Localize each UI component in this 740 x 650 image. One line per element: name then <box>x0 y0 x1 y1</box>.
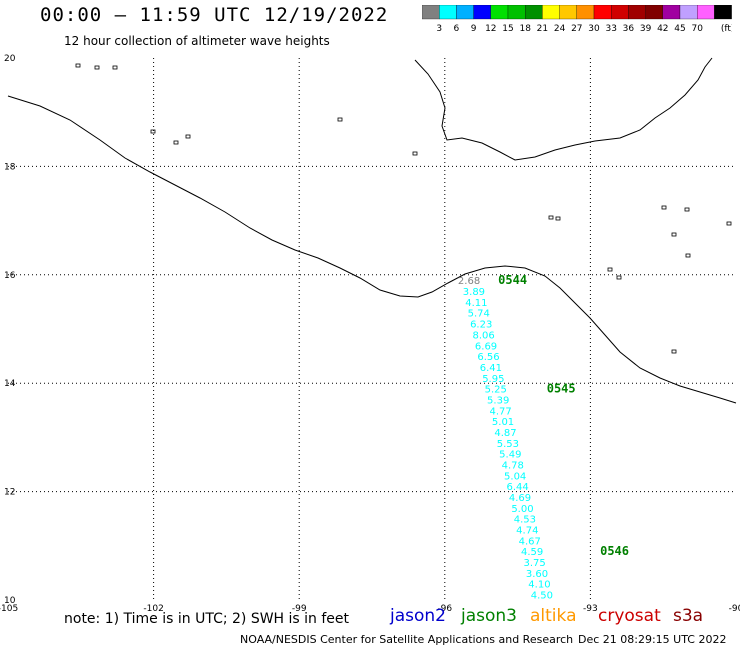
color-scale-label: 36 <box>623 24 635 33</box>
swh-value: 5.95 <box>482 374 504 385</box>
swh-value: 5.49 <box>499 450 521 461</box>
color-scale-label: 70 <box>691 24 703 33</box>
swh-value: 2.68 <box>458 276 480 287</box>
island-mark <box>661 205 667 210</box>
lon-tick-label: -102 <box>143 604 163 614</box>
swh-value: 5.39 <box>487 395 509 406</box>
swh-value: 4.10 <box>528 580 550 591</box>
swh-value: 5.53 <box>497 439 519 450</box>
lat-tick-label: 20 <box>4 54 16 64</box>
island-mark <box>412 151 418 156</box>
swh-value: 5.00 <box>511 504 533 515</box>
island-mark <box>112 65 118 70</box>
island-mark <box>684 207 690 212</box>
swh-value: 4.77 <box>489 406 511 417</box>
island-mark <box>150 129 156 134</box>
swh-value: 5.74 <box>468 309 490 320</box>
island-mark <box>726 221 732 226</box>
map-subtitle: 12 hour collection of altimeter wave hei… <box>64 34 330 48</box>
island-mark <box>671 232 677 237</box>
island-mark <box>94 65 100 70</box>
lon-tick-label: -105 <box>0 604 18 614</box>
swh-value: 4.78 <box>502 461 524 472</box>
swh-value: 4.74 <box>516 526 538 537</box>
swh-value: 6.56 <box>477 352 499 363</box>
color-scale-label: 39 <box>640 24 652 33</box>
color-scale-label: 3 <box>436 24 442 33</box>
swh-value: 6.44 <box>506 482 528 493</box>
island-mark <box>75 63 81 68</box>
swh-value: 6.23 <box>470 320 492 331</box>
color-scale-label: 33 <box>605 24 616 33</box>
legend-jason2: jason2 <box>390 606 446 626</box>
color-scale-label: 27 <box>571 24 582 33</box>
lon-tick-label: -90 <box>729 604 740 614</box>
note-text: note: 1) Time is in UTC; 2) SWH is in fe… <box>64 611 350 627</box>
swh-value: 3.60 <box>526 569 548 580</box>
track-time-label: 0546 <box>600 544 629 558</box>
swh-value: 4.67 <box>519 536 541 547</box>
color-scale-label: 42 <box>657 24 668 33</box>
swh-value: 5.04 <box>504 471 526 482</box>
island-mark <box>616 275 622 280</box>
swh-value: 4.53 <box>514 515 536 526</box>
swh-value: 6.69 <box>475 341 497 352</box>
swh-value: 8.06 <box>472 330 494 341</box>
island-mark <box>185 134 191 139</box>
color-scale-label: 15 <box>502 24 513 33</box>
swh-value: 4.11 <box>465 298 487 309</box>
lon-tick-label: -99 <box>292 604 307 614</box>
color-scale-label: 24 <box>554 24 566 33</box>
swh-value: 4.69 <box>509 493 531 504</box>
island-mark <box>337 117 343 122</box>
color-scale-label: 30 <box>588 24 600 33</box>
swh-value: 4.87 <box>494 428 516 439</box>
color-swatch <box>714 5 732 20</box>
color-scale-label: 18 <box>519 24 531 33</box>
swh-value: 4.50 <box>531 591 553 602</box>
island-mark <box>555 216 561 221</box>
island-mark <box>607 267 613 272</box>
coastline-gulf <box>414 57 713 161</box>
lat-tick-label: 16 <box>4 271 16 281</box>
color-scale-label: 9 <box>471 24 477 33</box>
island-mark <box>671 349 677 354</box>
legend-altika: altika <box>530 606 577 626</box>
island-mark <box>173 140 179 145</box>
swh-value: 5.25 <box>485 385 507 396</box>
lat-tick-label: 12 <box>4 488 15 498</box>
lat-tick-label: 10 <box>4 596 16 606</box>
swh-value: 3.75 <box>523 558 545 569</box>
color-scale-label: 45 <box>674 24 685 33</box>
island-mark <box>685 253 691 258</box>
coastline-pacific <box>7 95 737 404</box>
color-scale-label: 21 <box>537 24 548 33</box>
track-time-label: 0545 <box>547 382 576 396</box>
legend-s3a: s3a <box>673 606 704 626</box>
credit-text: NOAA/NESDIS Center for Satellite Applica… <box>240 633 574 646</box>
island-mark <box>548 215 554 220</box>
swh-value: 6.41 <box>480 363 502 374</box>
legend-cryosat: cryosat <box>598 606 661 626</box>
lat-tick-label: 14 <box>4 379 16 389</box>
map-title: 00:00 – 11:59 UTC 12/19/2022 <box>40 4 389 26</box>
lon-tick-label: -96 <box>437 604 452 614</box>
lon-tick-label: -93 <box>583 604 598 614</box>
color-scale-unit: (ft) <box>721 24 732 33</box>
swh-value: 5.01 <box>492 417 514 428</box>
legend-jason3: jason3 <box>461 606 517 626</box>
color-scale-label: 6 <box>454 24 460 33</box>
swh-value: 3.89 <box>463 287 485 298</box>
lat-tick-label: 18 <box>4 162 16 172</box>
track-time-label: 0544 <box>498 273 527 287</box>
color-scale-label: 12 <box>485 24 496 33</box>
timestamp-text: Dec 21 08:29:15 UTC 2022 <box>578 633 727 646</box>
swh-value: 4.59 <box>521 547 543 558</box>
